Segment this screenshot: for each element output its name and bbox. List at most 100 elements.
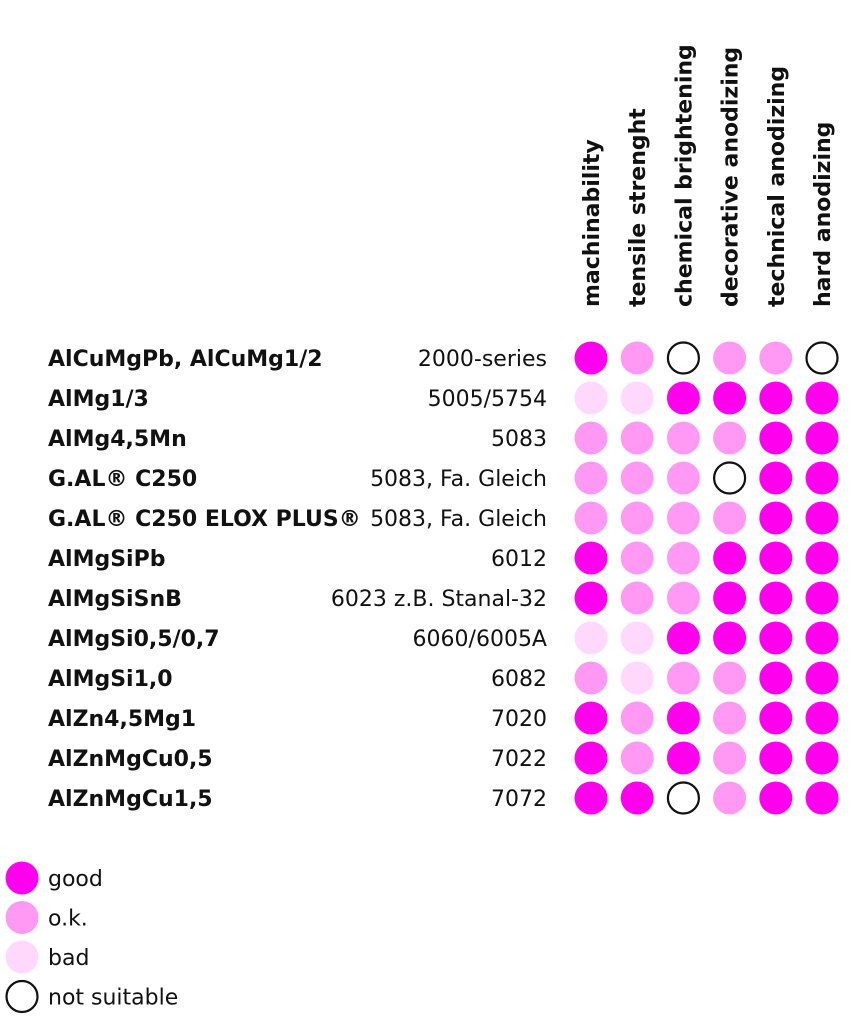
rating-dot-good <box>805 661 839 695</box>
rating-dot-good <box>805 541 839 575</box>
rating-dot-good <box>759 501 793 535</box>
rating-dot-good <box>666 741 700 775</box>
rating-dot-ok <box>666 581 700 615</box>
rating-dot-ok <box>620 421 654 455</box>
rating-dot-good <box>574 701 608 735</box>
rating-dot-ok <box>574 421 608 455</box>
alloy-code: 6023 z.B. Stanal-32 <box>331 587 547 612</box>
alloy-code: 5083, Fa. Gleich <box>370 467 547 492</box>
rating-dot-ok <box>574 661 608 695</box>
rating-dot-good <box>666 621 700 655</box>
rating-dot-bad <box>620 381 654 415</box>
rating-dot-good <box>759 541 793 575</box>
table-row: AlCuMgPb, AlCuMg1/2 2000-series <box>48 341 839 375</box>
legend-label: o.k. <box>48 907 88 932</box>
alloy-name: AlMgSi1,0 <box>48 667 173 692</box>
legend-swatch-not-suitable <box>5 979 39 1014</box>
rating-dot-ok <box>713 421 747 455</box>
rating-dot-good <box>805 421 839 455</box>
alloy-code: 6082 <box>491 667 547 692</box>
alloy-code: 7072 <box>491 787 547 812</box>
rating-dot-bad <box>620 621 654 655</box>
rating-dot-not-suitable <box>805 341 839 375</box>
rating-dot-good <box>805 741 839 775</box>
alloy-code: 2000-series <box>418 347 547 372</box>
rating-dot-good <box>620 781 654 815</box>
table-row: AlZnMgCu1,5 7072 <box>48 781 839 815</box>
legend-item-good: good <box>5 861 103 895</box>
alloy-name: G.AL® C250 ELOX PLUS® <box>48 507 361 532</box>
rating-dot-not-suitable <box>666 341 701 375</box>
column-header-machinability: machinability <box>580 139 605 307</box>
rating-dot-good <box>805 461 839 495</box>
rating-dot-ok <box>620 701 654 735</box>
legend-swatch-bad <box>5 940 39 974</box>
rating-dot-ok <box>713 701 747 735</box>
table-row: G.AL® C250 5083, Fa. Gleich <box>48 461 839 495</box>
table-row: AlMgSi1,0 6082 <box>48 661 839 695</box>
column-headers: machinability tensile strenght chemical br… <box>580 44 836 307</box>
legend-item-ok: o.k. <box>5 901 88 934</box>
rating-dot-good <box>759 581 793 615</box>
legend-label: bad <box>48 946 89 971</box>
table-row: AlZnMgCu0,5 7022 <box>48 741 839 775</box>
table-row: AlMg1/3 5005/5754 <box>48 381 839 415</box>
rating-dot-bad <box>574 621 608 655</box>
rating-dot-good <box>574 341 608 375</box>
rating-dot-good <box>713 381 747 415</box>
table-row: G.AL® C250 ELOX PLUS® 5083, Fa. Gleich <box>48 501 839 535</box>
rating-dot-good <box>805 381 839 415</box>
alloy-name: AlMgSiPb <box>48 547 165 572</box>
rating-dot-good <box>666 701 700 735</box>
alloy-name: AlMgSi0,5/0,7 <box>48 627 220 652</box>
rating-dot-good <box>666 381 700 415</box>
rating-dot-good <box>574 581 608 615</box>
rating-dot-ok <box>713 781 747 815</box>
rating-dot-ok <box>620 461 654 495</box>
rating-dot-not-suitable <box>666 781 701 815</box>
alloy-name: AlZnMgCu1,5 <box>48 787 213 812</box>
column-header-tensile-strenght: tensile strenght <box>626 108 651 307</box>
rating-dot-ok <box>666 421 700 455</box>
rating-dot-good <box>805 781 839 815</box>
alloy-name: AlMg4,5Mn <box>48 427 187 452</box>
rating-dot-good <box>759 461 793 495</box>
rating-dot-ok <box>666 541 700 575</box>
alloy-rows: AlCuMgPb, AlCuMg1/2 2000-series AlMg1/3 500… <box>48 341 839 815</box>
rating-dot-ok <box>620 541 654 575</box>
legend: good o.k. bad not suitable <box>5 861 178 1014</box>
alloy-name: G.AL® C250 <box>48 467 197 492</box>
column-header-technical-anodizing: technical anodizing <box>765 66 790 307</box>
legend-swatch-good <box>5 861 39 895</box>
rating-dot-good <box>759 421 793 455</box>
rating-dot-ok <box>713 741 747 775</box>
rating-dot-ok <box>620 341 654 375</box>
table-row: AlMg4,5Mn 5083 <box>48 421 839 455</box>
alloy-code: 6012 <box>491 547 547 572</box>
alloy-name: AlCuMgPb, AlCuMg1/2 <box>48 347 323 372</box>
rating-dot-good <box>759 381 793 415</box>
rating-dot-good <box>759 781 793 815</box>
table-row: AlZn4,5Mg1 7020 <box>48 701 839 735</box>
rating-dot-ok <box>574 501 608 535</box>
rating-dot-bad <box>574 381 608 415</box>
legend-item-bad: bad <box>5 940 89 974</box>
rating-dot-ok <box>666 501 700 535</box>
rating-dot-ok <box>620 501 654 535</box>
rating-dot-good <box>759 621 793 655</box>
rating-dot-bad <box>620 661 654 695</box>
rating-dot-ok <box>574 461 608 495</box>
column-header-decorative-anodizing: decorative anodizing <box>719 47 744 307</box>
rating-dot-good <box>759 701 793 735</box>
column-header-chemical-brightening: chemical brightening <box>672 44 697 307</box>
legend-label: good <box>48 867 103 892</box>
alloy-code: 5005/5754 <box>428 387 547 412</box>
legend-swatch-ok <box>5 901 39 934</box>
rating-dot-ok <box>713 341 747 375</box>
legend-item-not-suitable: not suitable <box>5 979 178 1014</box>
column-header-hard-anodizing: hard anodizing <box>811 122 836 307</box>
alloy-code: 7020 <box>491 707 547 732</box>
rating-dot-good <box>713 581 747 615</box>
rating-dot-good <box>574 741 608 775</box>
